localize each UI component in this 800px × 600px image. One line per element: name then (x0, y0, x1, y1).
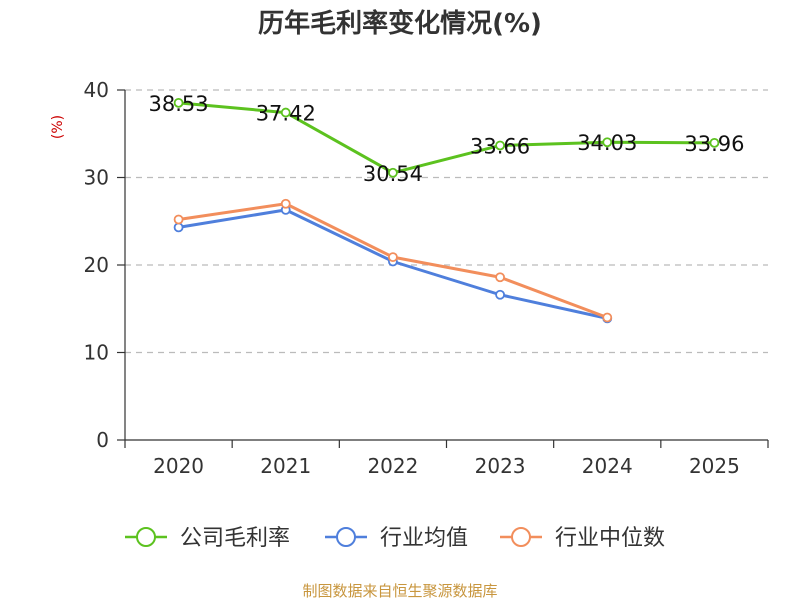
chart-title: 历年毛利率变化情况(%) (258, 8, 542, 39)
data-point[interactable] (388, 167, 398, 178)
x-tick-label: 2024 (582, 454, 633, 478)
data-point[interactable] (280, 107, 291, 118)
data-label: 34.03 (577, 131, 637, 155)
data-point[interactable] (173, 214, 184, 225)
x-tick-label: 2023 (475, 454, 526, 478)
data-point[interactable] (602, 312, 613, 323)
legend-marker (336, 527, 356, 547)
y-tick-label: 30 (84, 166, 109, 190)
data-point[interactable] (709, 137, 720, 148)
data-label: 38.53 (149, 92, 209, 116)
data-label: 33.66 (470, 134, 530, 158)
legend-label: 行业中位数 (555, 526, 665, 551)
x-tick-label: 2022 (367, 454, 418, 478)
x-tick-label: 2021 (260, 454, 311, 478)
y-axis-label: (%) (50, 115, 66, 139)
grid-lines (125, 89, 768, 354)
x-tick-label: 2025 (689, 454, 740, 478)
data-point[interactable] (173, 97, 184, 108)
legend-label: 公司毛利率 (180, 526, 290, 551)
data-point[interactable] (495, 289, 505, 300)
data-label: 33.96 (684, 132, 744, 156)
data-label: 37.42 (256, 102, 316, 126)
y-tick-label: 20 (84, 253, 109, 277)
data-point[interactable] (495, 272, 505, 283)
legend-item[interactable]: 行业均值 (325, 526, 468, 551)
data-point[interactable] (173, 222, 184, 233)
y-tick-label: 10 (84, 341, 109, 365)
legend-label: 行业均值 (380, 526, 468, 551)
legend-item[interactable]: 行业中位数 (500, 526, 665, 551)
data-labels: 38.53 37.42 30.54 33.66 34.03 33.96 (149, 92, 745, 186)
series-line (178, 101, 715, 175)
data-point[interactable] (495, 140, 505, 151)
legend[interactable]: 公司毛利率 行业均值 行业中位数 (125, 526, 665, 551)
axes: 0 10 20 30 40 2020 2021 2022 2023 2024 2025 (84, 78, 769, 478)
y-tick-label: 40 (84, 78, 109, 102)
data-point[interactable] (602, 137, 613, 148)
data-point[interactable] (388, 252, 398, 263)
source-note: 制图数据来自恒生聚源数据库 (302, 582, 497, 600)
series-group (173, 97, 720, 324)
y-tick-label: 0 (96, 428, 109, 452)
data-label: 30.54 (363, 162, 423, 186)
legend-item[interactable]: 公司毛利率 (125, 526, 290, 551)
legend-marker (511, 527, 531, 547)
data-point[interactable] (280, 198, 291, 209)
x-tick-label: 2020 (153, 454, 204, 478)
legend-marker (136, 527, 156, 547)
